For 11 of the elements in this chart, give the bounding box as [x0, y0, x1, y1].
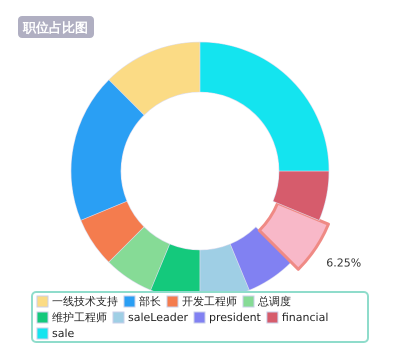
legend-label: 总调度	[257, 295, 291, 308]
chart-title: 职位占比图	[22, 21, 88, 36]
legend-label: president	[209, 311, 262, 324]
legend-label: 部长	[139, 295, 161, 308]
legend-label: financial	[282, 311, 328, 324]
data-label: 6.25%	[326, 256, 362, 270]
legend-label: 开发工程师	[182, 295, 237, 308]
legend-label: saleLeader	[128, 311, 188, 324]
legend-label: 一线技术支持	[52, 295, 118, 308]
legend-label: sale	[52, 327, 75, 340]
legend-label: 维护工程师	[52, 311, 107, 324]
